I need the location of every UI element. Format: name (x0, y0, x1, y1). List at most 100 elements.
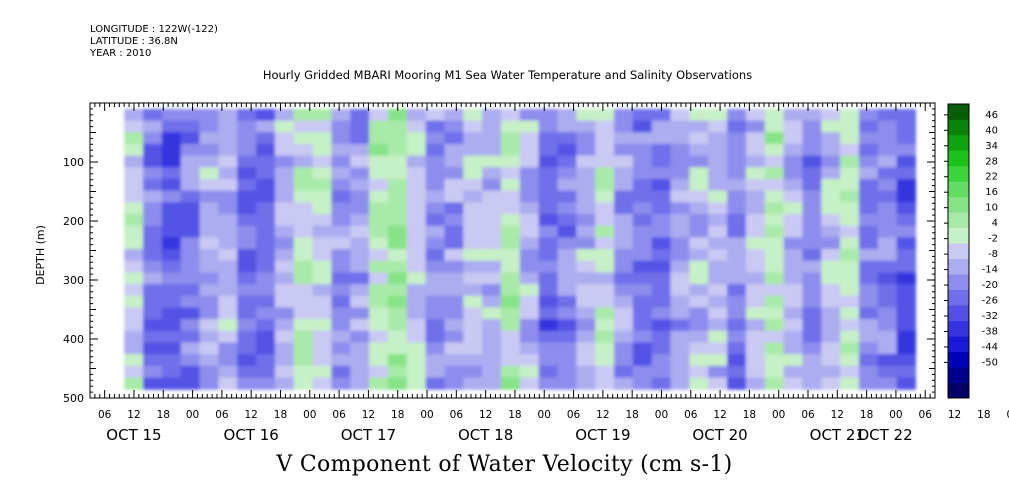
heat-cell (896, 213, 917, 227)
x-hour-label: 00 (889, 409, 902, 421)
heat-cell (369, 260, 389, 273)
heat-cell (425, 272, 446, 285)
colorbar-swatch (948, 274, 969, 290)
heat-cell (143, 249, 163, 262)
heat-cell (858, 190, 879, 203)
colorbar-swatch (948, 258, 969, 275)
heat-cell (877, 143, 898, 157)
heat-cell (557, 295, 577, 309)
heat-cell (406, 225, 427, 238)
heat-cell (482, 272, 502, 285)
heat-cell (614, 237, 634, 250)
heat-cell (764, 354, 785, 367)
heat-cell (632, 178, 653, 192)
heat-cell (708, 237, 728, 250)
heat-cell (632, 365, 653, 379)
heat-cell (406, 365, 427, 379)
heat-cell (745, 143, 766, 157)
colorbar: 46 40 34 28 22 16 10 4 -2 -8 -14 -20 -26 -32 -38 -44 -50 (944, 103, 998, 399)
heat-cell (387, 155, 408, 168)
heat-cell (708, 342, 728, 355)
heat-cell (161, 108, 182, 122)
colorbar-swatch (948, 104, 969, 120)
heat-cell (821, 260, 841, 273)
heat-cell (689, 108, 709, 122)
x-day-label: OCT 16 (224, 426, 279, 444)
heat-cell (218, 108, 238, 122)
heat-cell (576, 319, 596, 332)
heat-cell (124, 295, 144, 309)
heat-cell (614, 202, 634, 215)
heat-cell (727, 260, 747, 273)
heat-cell (369, 155, 389, 168)
heat-cell (425, 108, 446, 122)
heat-cell (821, 354, 841, 367)
heat-cell (802, 342, 822, 355)
heat-cell (482, 342, 502, 355)
heat-cell (406, 260, 427, 273)
heat-cell (237, 365, 257, 379)
heat-cell (199, 167, 219, 180)
heat-cell (519, 213, 540, 227)
heat-cell (237, 120, 257, 133)
heat-cell (350, 225, 370, 238)
colorbar-label: -26 (982, 296, 998, 307)
heat-cell (595, 155, 615, 168)
heat-cell (312, 120, 333, 133)
heat-cell (143, 319, 163, 332)
heat-cell (199, 377, 219, 390)
heat-cell (632, 272, 653, 285)
x-hour-label: 12 (831, 409, 844, 421)
heat-cell (896, 284, 917, 297)
heat-cell (783, 225, 804, 238)
heat-cell (237, 284, 257, 297)
heat-cell (727, 354, 747, 367)
heat-cell (124, 132, 144, 145)
heat-cell (745, 330, 766, 344)
heat-cell (500, 225, 521, 238)
colorbar-label: 16 (985, 187, 998, 198)
heat-cell (783, 190, 804, 203)
colorbar-swatch (948, 367, 969, 383)
heat-cell (896, 307, 917, 320)
heat-cell (256, 307, 276, 320)
heat-cell (387, 225, 408, 238)
heat-cell (463, 178, 483, 192)
x-hour-label: 18 (391, 409, 404, 421)
heat-cell (406, 354, 427, 367)
y-tick-label: 400 (63, 333, 84, 346)
heat-cell (689, 237, 709, 250)
heat-cell (274, 190, 295, 203)
heat-cell (237, 143, 257, 157)
heat-cell (425, 330, 446, 344)
heat-cell (821, 178, 841, 192)
heat-cell (369, 295, 389, 309)
heat-cell (670, 330, 690, 344)
heat-cell (425, 167, 446, 180)
heat-cell (764, 249, 785, 262)
heat-cell (764, 272, 785, 285)
heat-cell (557, 178, 577, 192)
heat-cell (576, 260, 596, 273)
heat-cell (180, 132, 201, 145)
heat-cell (896, 178, 917, 192)
heat-cell (463, 272, 483, 285)
heat-cell (614, 272, 634, 285)
heat-cell (877, 284, 898, 297)
heat-cell (896, 155, 917, 168)
heat-cell (444, 190, 464, 203)
heat-cell (237, 132, 257, 145)
heat-cell (199, 365, 219, 379)
heat-cell (199, 260, 219, 273)
heat-cell (218, 272, 238, 285)
heat-cell (199, 272, 219, 285)
heat-cell (312, 143, 333, 157)
heat-cell (821, 284, 841, 297)
heat-cell (557, 260, 577, 273)
heat-cell (274, 202, 295, 215)
heat-cell (482, 108, 502, 122)
year-label: YEAR : 2010 (90, 48, 152, 59)
heat-cell (256, 225, 276, 238)
heat-cell (444, 178, 464, 192)
heat-cell (143, 284, 163, 297)
